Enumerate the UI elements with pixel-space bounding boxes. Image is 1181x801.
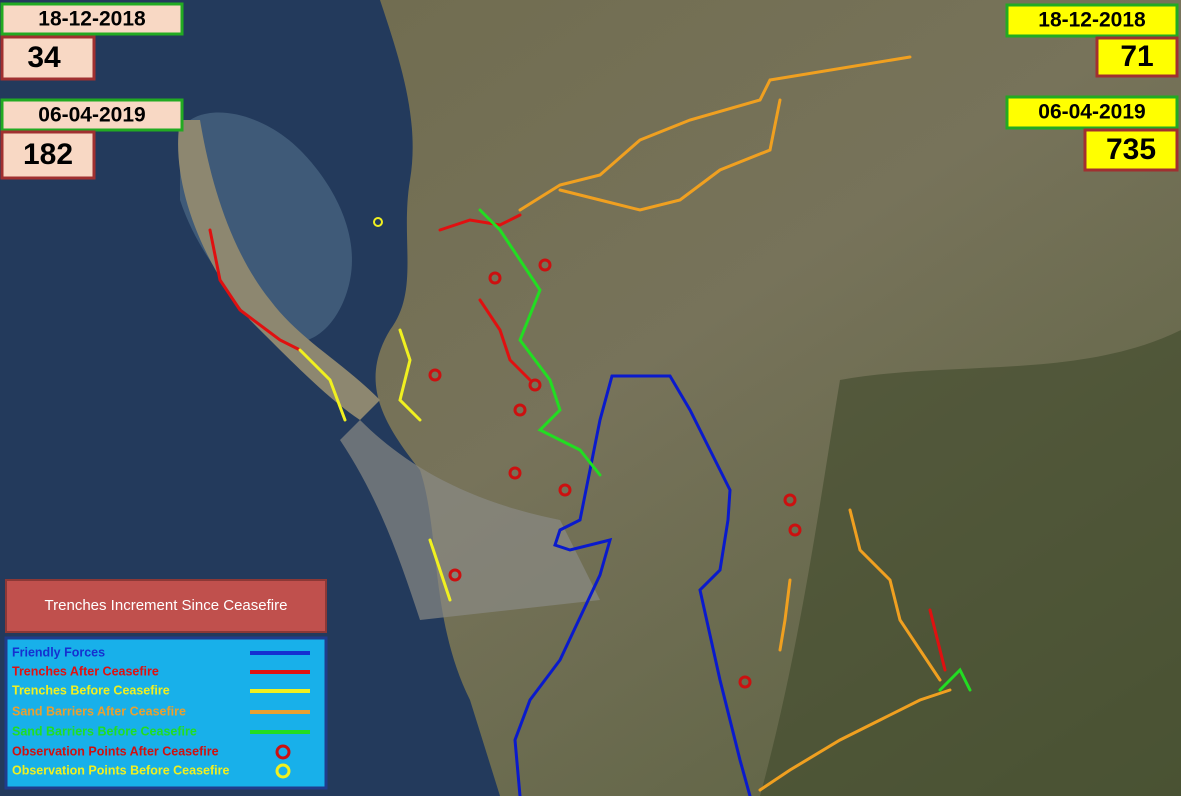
date: 18-12-2018 <box>38 8 146 31</box>
legend-label: Friendly Forces <box>12 645 105 659</box>
date-box <box>0 2 184 36</box>
date: 06-04-2019 <box>38 104 145 127</box>
date: 18-12-2018 <box>1038 9 1146 32</box>
legend-swatch <box>275 744 291 760</box>
legend-label: Trenches Before Ceasefire <box>12 683 170 697</box>
count: 34 <box>27 41 61 74</box>
overlay-lines <box>208 55 972 798</box>
legend-label: Sand Barriers After Ceasefire <box>12 704 186 718</box>
lagoon <box>180 112 352 342</box>
date-box <box>1005 95 1179 130</box>
count-box <box>0 130 96 180</box>
date-box <box>0 98 184 132</box>
observation-point <box>373 217 383 227</box>
city <box>340 420 600 620</box>
date-box <box>1005 3 1179 38</box>
legend-title: Trenches Increment Since Ceasefire <box>45 597 288 614</box>
legend-label: Sand Barriers Before Ceasefire <box>12 724 197 738</box>
count: 182 <box>23 138 73 171</box>
legend-swatch <box>275 763 291 779</box>
count: 71 <box>1120 40 1153 73</box>
fields <box>760 330 1181 796</box>
legend-label: Observation Points After Ceasefire <box>12 744 219 758</box>
observation-points <box>428 258 802 689</box>
legend-label: Trenches After Ceasefire <box>12 664 159 678</box>
legend-label: Observation Points Before Ceasefire <box>12 763 229 777</box>
legend-title-box <box>5 579 327 633</box>
date: 06-04-2019 <box>1038 101 1145 124</box>
count: 735 <box>1106 133 1156 166</box>
count-box <box>0 35 96 81</box>
count-box <box>1083 128 1179 172</box>
count-box <box>1095 36 1179 78</box>
